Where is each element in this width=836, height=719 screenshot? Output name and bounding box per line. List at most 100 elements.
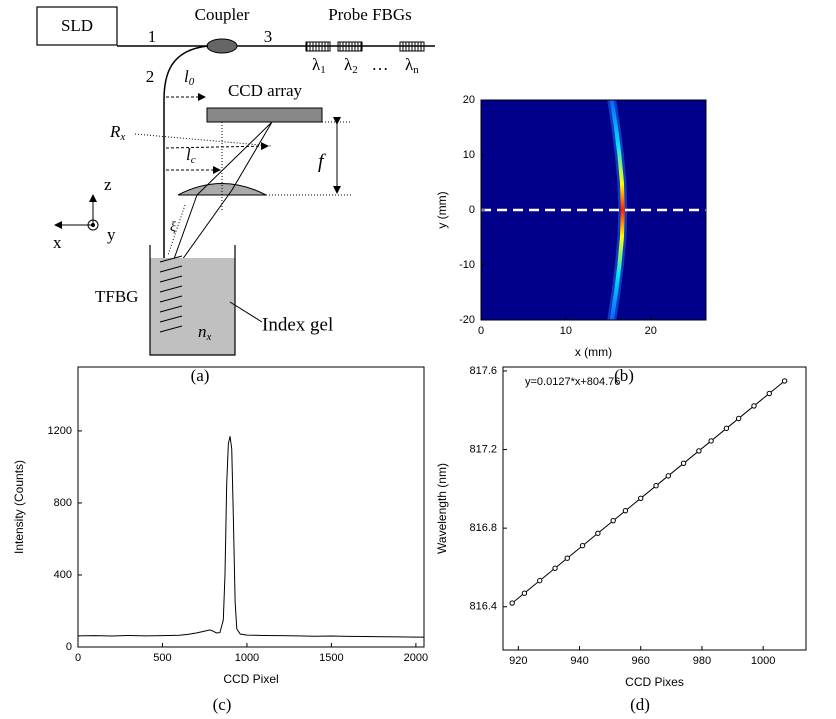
point: [696, 448, 702, 454]
y-tick-label: 0: [66, 641, 72, 653]
y-tick-label: 817.2: [469, 443, 497, 455]
symbol: R: [109, 122, 121, 141]
x-tick-label: 1000: [235, 652, 259, 664]
subscript: 1: [320, 64, 326, 76]
y-tick-label: 10: [463, 149, 475, 161]
point: [708, 438, 714, 444]
x-axis-title: x (mm): [575, 345, 612, 359]
y-tick-label: -10: [459, 259, 475, 271]
plot-frame: [502, 366, 807, 651]
x-tick-label: 940: [570, 655, 588, 667]
x-tick-label: 920: [509, 655, 527, 667]
label: x: [53, 233, 62, 252]
axis-origin: [91, 223, 95, 227]
label: λ2: [344, 55, 358, 76]
label: CCD array: [228, 81, 303, 100]
label: TFBG: [95, 287, 138, 306]
ray: [169, 194, 198, 271]
label: 3: [264, 27, 273, 46]
setup-diagram: [36, 6, 435, 356]
x-tick-label: 10: [560, 325, 572, 337]
x-tick-label: 500: [153, 652, 171, 664]
chart: 0 500 1000 1500 2000 0 400 800 1200 CCD Pixel Inte…: [12, 366, 428, 686]
label: Coupler: [195, 5, 250, 24]
chart: y=0.0127*x+804.76 920 940 960 980 1000 816.4 81…: [435, 365, 807, 689]
point: [610, 517, 616, 524]
subscript: n: [413, 64, 419, 76]
coupler: [206, 38, 238, 54]
point: [735, 415, 742, 422]
label: f: [318, 151, 326, 173]
sld-box: [36, 6, 118, 46]
y-tick-label: -20: [459, 314, 475, 326]
x-tick-label: 1000: [751, 655, 775, 667]
symbol: λ: [344, 55, 353, 74]
panel-label: (b): [614, 366, 634, 385]
container: [149, 245, 236, 356]
y-axis-title: Intensity (Counts): [12, 460, 26, 554]
fiber: [163, 45, 209, 352]
fit-label: y=0.0127*x+804.76: [525, 376, 620, 388]
gel: [150, 258, 235, 355]
point: [579, 542, 586, 549]
label: z: [104, 175, 112, 194]
label: ξ: [170, 220, 176, 235]
y-tick-label: 817.6: [469, 365, 497, 377]
y-tick-label: 800: [54, 497, 72, 509]
panel-label: (a): [191, 366, 210, 385]
label: 2: [146, 67, 155, 86]
x-axis-title: CCD Pixes: [625, 675, 684, 689]
point: [509, 600, 515, 606]
axis-origin: [87, 219, 99, 231]
label: nx: [198, 322, 212, 343]
y-tick-label: 1200: [48, 425, 72, 437]
point: [751, 403, 757, 409]
grating: [159, 255, 183, 333]
ccd-array: [206, 107, 323, 123]
x-axis-title: CCD Pixel: [223, 672, 278, 686]
x-tick-label: 980: [693, 655, 711, 667]
point: [723, 425, 730, 432]
point: [638, 495, 644, 501]
symbol: λ: [405, 55, 414, 74]
point: [595, 530, 601, 536]
y-tick-label: 816.4: [469, 601, 497, 613]
point: [766, 390, 772, 397]
point: [653, 483, 659, 489]
point: [564, 555, 570, 561]
label: Rx: [109, 122, 125, 143]
label: λ1: [312, 55, 326, 76]
label: y: [107, 225, 116, 244]
x-tick-label: 2000: [404, 652, 428, 664]
x-tick-label: 20: [645, 325, 657, 337]
subscript: 0: [189, 76, 195, 88]
fbg: [305, 41, 331, 52]
point: [665, 473, 671, 479]
panel-label: (c): [213, 695, 232, 714]
subscript: x: [206, 331, 212, 343]
plot-frame: [77, 366, 425, 648]
fbg: [337, 41, 363, 52]
label: Index gel: [262, 314, 333, 335]
point: [622, 507, 629, 514]
label: Probe FBGs: [328, 5, 412, 24]
panel-label: (d): [630, 695, 650, 714]
y-axis-title: y (mm): [435, 191, 449, 228]
subscript: c: [191, 154, 196, 166]
subscript: 2: [352, 64, 358, 76]
y-tick-label: 400: [54, 569, 72, 581]
symbol: l: [186, 145, 191, 164]
y-tick-label: 816.8: [469, 522, 497, 534]
point: [781, 378, 788, 384]
ray: [231, 121, 273, 191]
line: [77, 436, 424, 638]
label: …: [372, 55, 389, 74]
symbol: l: [184, 67, 189, 86]
y-axis-title: Wavelength (nm): [435, 463, 449, 554]
ridge: [609, 99, 625, 321]
point: [552, 565, 558, 571]
y-tick-label: 0: [469, 204, 475, 216]
fbg: [399, 41, 425, 52]
ray: [181, 189, 233, 261]
